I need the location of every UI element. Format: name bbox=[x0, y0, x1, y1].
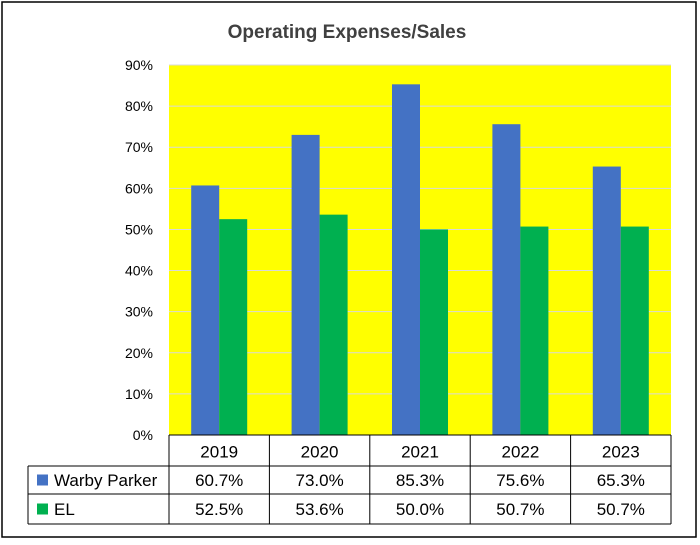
bar-warby-parker bbox=[191, 185, 220, 435]
data-table-value: 73.0% bbox=[295, 471, 343, 490]
bar-el bbox=[219, 219, 248, 435]
data-table-value: 53.6% bbox=[295, 500, 343, 519]
y-tick-label: 10% bbox=[125, 386, 153, 402]
bar-warby-parker bbox=[291, 134, 320, 435]
data-table-value: 85.3% bbox=[396, 471, 444, 490]
data-table-value: 65.3% bbox=[597, 471, 645, 490]
x-category-label: 2022 bbox=[501, 443, 539, 462]
y-tick-label: 70% bbox=[125, 139, 153, 155]
bar-warby-parker bbox=[392, 84, 420, 436]
y-tick-label: 40% bbox=[125, 263, 153, 279]
y-tick-label: 80% bbox=[125, 98, 153, 114]
legend-label: EL bbox=[54, 500, 75, 519]
y-axis-ticks: 0% 10% 20% 30% 40% 50% 60% 70% 80% 90% bbox=[125, 57, 153, 443]
data-table-value: 50.7% bbox=[496, 500, 544, 519]
y-tick-label: 90% bbox=[125, 57, 153, 73]
bar-warby-parker bbox=[492, 124, 521, 435]
x-category-label: 2023 bbox=[602, 443, 640, 462]
x-category-label: 2021 bbox=[401, 443, 439, 462]
y-tick-label: 0% bbox=[133, 427, 153, 443]
x-category-label: 2020 bbox=[301, 443, 339, 462]
legend-key bbox=[37, 474, 48, 486]
bar-warby-parker bbox=[592, 166, 621, 436]
bar-el bbox=[420, 229, 448, 435]
bar-el bbox=[319, 214, 348, 435]
y-tick-label: 50% bbox=[125, 221, 153, 237]
data-table-value: 60.7% bbox=[195, 471, 243, 490]
y-tick-label: 60% bbox=[125, 180, 153, 196]
bars bbox=[191, 84, 649, 436]
x-category-label: 2019 bbox=[200, 443, 238, 462]
data-table-value: 50.7% bbox=[597, 500, 645, 519]
bar-el bbox=[620, 226, 649, 435]
data-table-value: 50.0% bbox=[396, 500, 444, 519]
legend-key bbox=[37, 503, 48, 515]
y-tick-label: 20% bbox=[125, 345, 153, 361]
y-tick-label: 30% bbox=[125, 304, 153, 320]
data-table-value: 75.6% bbox=[496, 471, 544, 490]
legend-label: Warby Parker bbox=[54, 471, 158, 490]
chart-title: Operating Expenses/Sales bbox=[228, 22, 467, 43]
data-table: 2019 2020 2021 2022 2023 Warby Parker 60.7% 73.… bbox=[27, 434, 672, 525]
data-table-value: 52.5% bbox=[195, 500, 243, 519]
bar-el bbox=[520, 226, 549, 435]
